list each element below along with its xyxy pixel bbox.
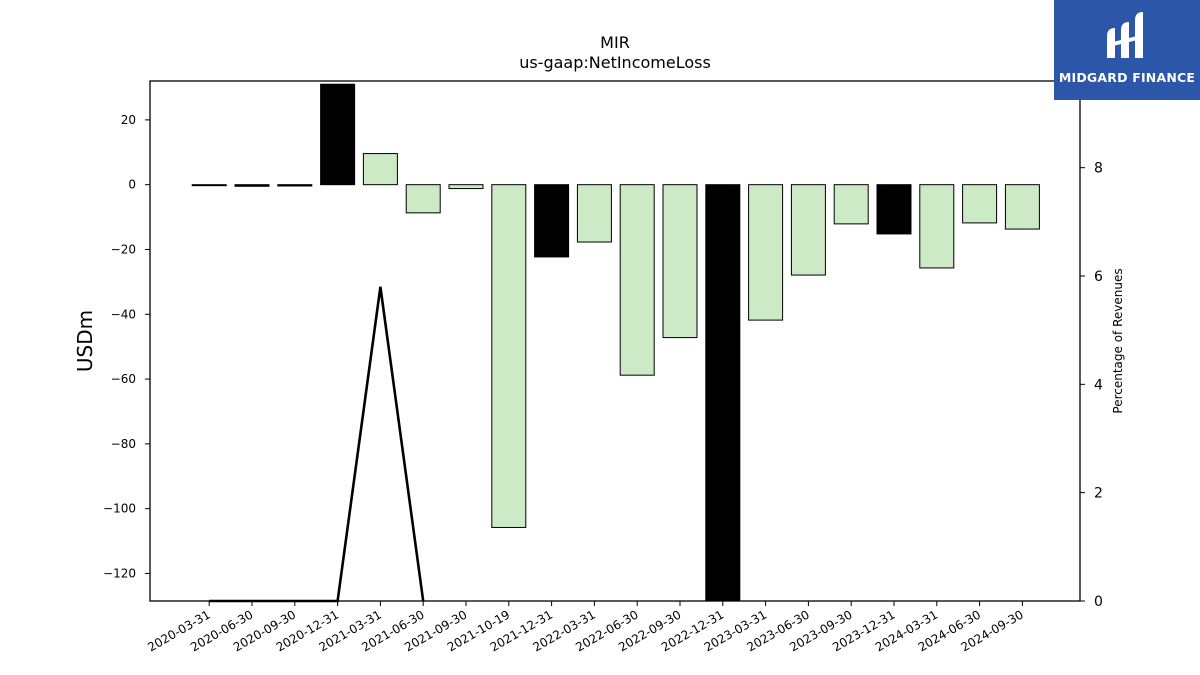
bar-2021-10-19 <box>491 184 527 528</box>
bar-2023-06-30 <box>790 184 826 276</box>
axes-layer: 200−20−40−60−80−100−120024682020-03-3120… <box>103 80 1103 654</box>
y2-tick-label: 2 <box>1094 486 1103 502</box>
midgard-finance-logo: MIDGARD FINANCE <box>1054 0 1200 100</box>
plot-frame <box>149 80 1081 602</box>
bar-2023-09-30 <box>833 184 869 225</box>
bar-2022-06-30 <box>619 184 655 376</box>
revenue-pct-line-layer <box>209 286 425 603</box>
bar-2020-09-30 <box>277 184 313 187</box>
bar-2020-03-31 <box>191 184 227 187</box>
bars-layer <box>191 83 1040 602</box>
y-tick-label: 0 <box>128 178 136 192</box>
chart-title: MIR <box>600 33 630 52</box>
y-tick-label: −60 <box>111 372 136 386</box>
bar-2022-03-31 <box>576 184 612 243</box>
bar-2021-06-30 <box>405 184 441 214</box>
y2-tick-label: 0 <box>1094 594 1103 610</box>
y-axis-label: USDm <box>73 310 97 372</box>
y-tick-label: −80 <box>111 437 136 451</box>
bar-2024-03-31 <box>919 184 955 269</box>
bar-2023-12-31 <box>876 184 912 235</box>
bar-2023-03-31 <box>748 184 784 321</box>
bar-2021-09-30 <box>448 184 484 190</box>
bar-2024-06-30 <box>962 184 998 224</box>
logo-mark-icon <box>1107 12 1143 58</box>
y-tick-label: −120 <box>103 566 136 580</box>
chart-subtitle: us-gaap:NetIncomeLoss <box>519 53 711 72</box>
y2-tick-label: 6 <box>1094 269 1103 285</box>
y-tick-label: −40 <box>111 307 136 321</box>
bar-2022-12-31 <box>705 184 741 602</box>
bar-2022-09-30 <box>662 184 698 339</box>
bar-2020-06-30 <box>234 184 270 187</box>
bar-2020-12-31 <box>320 83 356 186</box>
y2-tick-label: 8 <box>1094 161 1103 177</box>
bar-2024-09-30 <box>1004 184 1040 230</box>
y2-axis-label: Percentage of Revenues <box>1111 268 1125 413</box>
logo-text: MIDGARD FINANCE <box>1058 70 1196 85</box>
y-tick-label: −100 <box>103 502 136 516</box>
y-tick-label: −20 <box>111 242 136 256</box>
revenue-pct-line <box>209 286 425 603</box>
y2-tick-label: 4 <box>1094 377 1103 393</box>
bar-2021-12-31 <box>534 184 570 258</box>
bar-2021-03-31 <box>362 153 398 186</box>
y-tick-label: 20 <box>121 113 136 127</box>
